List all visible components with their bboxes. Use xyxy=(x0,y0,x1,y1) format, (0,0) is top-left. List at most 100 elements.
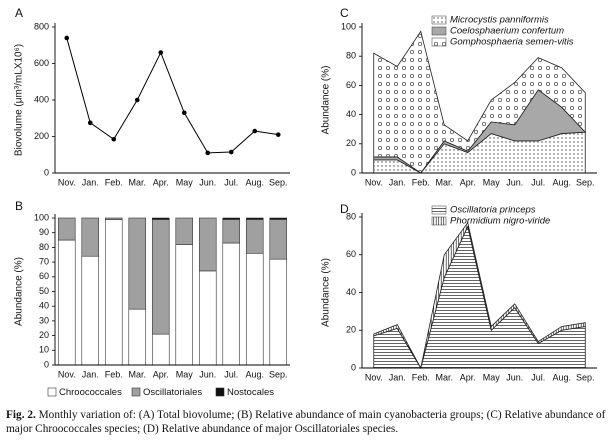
x-tick-label: Apr. xyxy=(153,369,169,379)
y-tick-label: 0 xyxy=(44,359,49,369)
bar-segment xyxy=(175,217,194,245)
x-tick-label: Feb. xyxy=(412,177,430,187)
y-tick-label: 50 xyxy=(39,286,49,296)
data-point xyxy=(64,35,70,41)
bar-segment xyxy=(57,239,76,366)
x-tick-label: Jul. xyxy=(224,369,238,379)
data-line xyxy=(66,37,279,154)
x-tick-label: Feb. xyxy=(412,372,430,382)
x-tick-label: Apr. xyxy=(153,177,169,187)
x-tick-label: Jan. xyxy=(389,372,406,382)
legend-label: Gomphosphaeria semen-vitis xyxy=(450,37,574,48)
x-tick-label: May xyxy=(176,369,194,379)
x-tick-label: Sep. xyxy=(269,369,288,379)
x-tick-label: Jan. xyxy=(389,177,406,187)
x-tick-label: May xyxy=(483,372,501,382)
x-tick-label: Apr. xyxy=(460,177,476,187)
y-tick-label: 400 xyxy=(34,94,49,104)
data-point xyxy=(111,136,117,142)
bar-segment xyxy=(198,217,217,272)
x-tick-label: Aug. xyxy=(245,177,264,187)
x-tick-label: Jul. xyxy=(531,177,545,187)
bar-segment xyxy=(104,217,123,220)
legend-label: Oscillatoriales xyxy=(143,387,202,398)
legend-swatch xyxy=(431,26,447,36)
legend-label: Phormidium nigro-viride xyxy=(450,216,550,227)
y-tick-label: 40 xyxy=(346,287,356,297)
y-tick-label: 0 xyxy=(351,167,356,177)
data-point xyxy=(252,128,258,134)
x-tick-label: Jan. xyxy=(82,177,99,187)
x-tick-label: May xyxy=(176,177,194,187)
bar-segment xyxy=(81,217,100,257)
data-point xyxy=(205,150,211,156)
x-tick-label: Aug. xyxy=(552,177,571,187)
x-tick-label: Mar. xyxy=(128,369,146,379)
y-axis-title: Biovolume (μm³/mLX10⁶) xyxy=(14,44,25,156)
x-tick-label: Sep. xyxy=(269,177,288,187)
x-tick-label: Mar. xyxy=(128,177,146,187)
caption-text: Monthly variation of: (A) Total biovolum… xyxy=(6,409,606,435)
bar-segment xyxy=(269,258,288,366)
bar-segment xyxy=(57,217,76,241)
y-axis-title: Abundance (%) xyxy=(321,66,332,135)
y-axis-title: Abundance (%) xyxy=(14,257,25,326)
y-tick-label: 40 xyxy=(39,301,49,311)
y-axis-title: Abundance (%) xyxy=(321,258,332,327)
y-tick-label: 90 xyxy=(39,227,49,237)
x-tick-label: Aug. xyxy=(245,369,264,379)
x-tick-label: Nov. xyxy=(58,177,76,187)
y-tick-label: 800 xyxy=(34,21,49,31)
x-tick-label: Feb. xyxy=(105,369,123,379)
x-tick-label: May xyxy=(483,177,501,187)
legend-swatch xyxy=(431,37,447,47)
bar-segment xyxy=(269,219,288,260)
bar-segment xyxy=(104,219,123,366)
caption: Fig. 2. Monthly variation of: (A) Total … xyxy=(6,408,606,436)
y-tick-label: 60 xyxy=(346,80,356,90)
y-tick-label: 80 xyxy=(39,242,49,252)
bar-segment xyxy=(269,217,288,220)
area xyxy=(373,30,586,174)
y-tick-label: 80 xyxy=(346,51,356,61)
x-tick-label: Jun. xyxy=(199,177,216,187)
panel-label: C xyxy=(340,6,349,20)
y-tick-label: 10 xyxy=(39,345,49,355)
x-tick-label: Mar. xyxy=(435,372,453,382)
y-tick-label: 40 xyxy=(346,109,356,119)
x-tick-label: Nov. xyxy=(58,369,76,379)
area xyxy=(373,225,586,370)
y-tick-label: 0 xyxy=(351,362,356,372)
bar-segment xyxy=(128,308,147,366)
data-point xyxy=(275,132,281,137)
x-tick-label: Jun. xyxy=(199,369,216,379)
data-point xyxy=(87,120,93,126)
legend-swatch xyxy=(215,387,225,397)
x-tick-label: Jan. xyxy=(82,369,99,379)
x-tick-label: Nov. xyxy=(365,372,383,382)
bar-segment xyxy=(81,255,100,366)
bar-segment xyxy=(222,242,241,366)
legend-swatch xyxy=(431,216,447,226)
bar-segment xyxy=(175,244,194,366)
y-tick-label: 20 xyxy=(39,330,49,340)
legend-swatch xyxy=(431,15,447,25)
y-tick-label: 70 xyxy=(39,256,49,266)
data-point xyxy=(181,110,187,116)
bar-segment xyxy=(245,217,264,220)
legend-label: Oscillatoria princeps xyxy=(450,205,536,216)
data-point xyxy=(134,97,140,103)
legend-swatch xyxy=(131,387,141,397)
x-tick-label: Jul. xyxy=(531,372,545,382)
x-tick-label: Mar. xyxy=(435,177,453,187)
y-tick-label: 20 xyxy=(346,325,356,335)
y-tick-label: 100 xyxy=(34,212,49,222)
bar-segment xyxy=(151,333,170,366)
panel-label: B xyxy=(15,199,23,213)
legend-label: Chroococcales xyxy=(59,387,122,398)
legend-label: Microcystis panniformis xyxy=(450,15,549,26)
x-tick-label: Jul. xyxy=(224,177,238,187)
x-tick-label: Sep. xyxy=(576,372,595,382)
x-tick-label: Nov. xyxy=(365,177,383,187)
